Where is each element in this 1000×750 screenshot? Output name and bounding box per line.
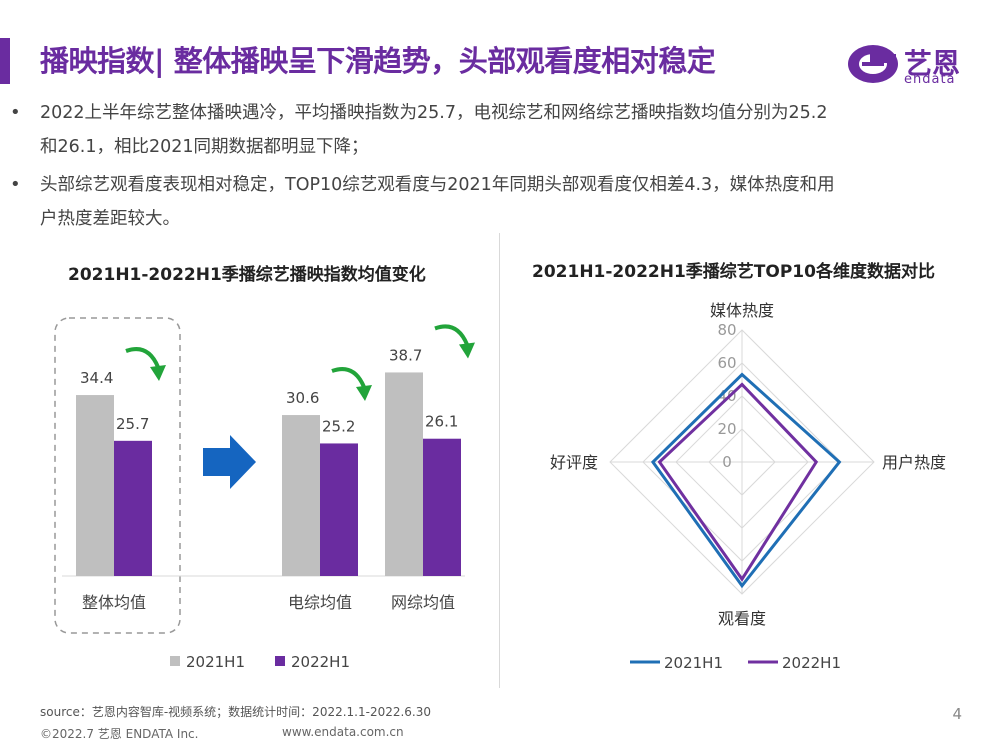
- category-tick-label: 网综均值: [391, 593, 455, 612]
- bar-2022H1-网综均值: [423, 438, 461, 576]
- chart-divider: [499, 233, 500, 688]
- green-down-arrow-icon: [331, 367, 372, 402]
- category-tick-label: 整体均值: [82, 593, 146, 612]
- bullet-1-line-2: 和26.1，相比2021同期数据都明显下降；: [40, 137, 369, 157]
- legend-label: 2022H1: [291, 653, 350, 671]
- source-note: source：艺恩内容智库-视频系统；数据统计时间：2022.1.1-2022.…: [40, 705, 432, 719]
- radar-tick-label: 40: [717, 387, 736, 405]
- blue-right-arrow-icon: [203, 435, 256, 489]
- bar-data-label: 25.7: [116, 415, 149, 433]
- legend-swatch: [170, 656, 180, 666]
- bar-data-label: 25.2: [322, 417, 355, 435]
- bullet-1-line-1: 2022上半年综艺整体播映遇冷，平均播映指数为25.7，电视综艺和网络综艺播映指…: [40, 103, 828, 123]
- bar-2021H1-电综均值: [282, 415, 320, 576]
- radar-axis-label: 观看度: [718, 609, 766, 628]
- radar-tick-label: 60: [717, 354, 736, 372]
- bar-2021H1-整体均值: [76, 395, 114, 576]
- bar-chart: 34.4 25.7 整体均值 30.625.2 电综均值 38.7 26.1 网综均值 2021…: [54, 317, 475, 671]
- logo-subtext: endata: [904, 72, 956, 87]
- title-accent-bar: [0, 38, 10, 84]
- bullet-2-line-1: 头部综艺观看度表现相对稳定，TOP10综艺观看度与2021年同期头部观看度仅相差…: [40, 175, 835, 195]
- radar-axis-label: 媒体热度: [710, 301, 774, 320]
- radar-series-2021H1: [650, 372, 842, 589]
- highlight-dashed-box: [54, 317, 181, 634]
- bullet-marker: •: [10, 102, 21, 123]
- radar-axis-label: 好评度: [550, 453, 598, 472]
- bar-data-label: 30.6: [286, 389, 319, 407]
- bar-2022H1-整体均值: [114, 440, 152, 576]
- legend-swatch: [275, 656, 285, 666]
- category-tick-label: 电综均值: [288, 593, 352, 612]
- green-down-arrow-icon: [434, 324, 475, 359]
- bar-2021H1-网综均值: [385, 372, 423, 576]
- bar-chart-title: 2021H1-2022H1季播综艺播映指数均值变化: [68, 265, 426, 285]
- radar-axis-label: 用户热度: [882, 453, 946, 472]
- legend-label: 2022H1: [782, 654, 841, 672]
- page-number: 4: [952, 705, 962, 723]
- green-down-arrow-icon: [125, 347, 166, 382]
- bar-data-label: 38.7: [389, 346, 422, 364]
- legend-label: 2021H1: [664, 654, 723, 672]
- logo-text: 艺恩: [904, 47, 961, 80]
- legend-label: 2021H1: [186, 653, 245, 671]
- copyright: ©2022.7 艺恩 ENDATA Inc.: [40, 727, 199, 741]
- radar-tick-label: 20: [717, 420, 736, 438]
- bullet-marker: •: [10, 174, 21, 195]
- page-title: 播映指数| 整体播映呈下滑趋势，头部观看度相对稳定: [40, 44, 716, 78]
- radar-chart-title: 2021H1-2022H1季播综艺TOP10各维度数据对比: [532, 262, 935, 282]
- bar-data-label: 26.1: [425, 413, 458, 431]
- endata-logo: 艺恩 endata: [846, 40, 976, 88]
- bar-2022H1-电综均值: [320, 443, 358, 576]
- website-link[interactable]: www.endata.com.cn: [282, 725, 404, 739]
- radar-tick-label: 0: [722, 453, 732, 471]
- bullet-2-line-2: 户热度差距较大。: [40, 209, 180, 229]
- bar-data-label: 34.4: [80, 369, 113, 387]
- logo-icon: [848, 45, 898, 83]
- radar-tick-label: 80: [717, 321, 736, 339]
- radar-series-2022H1: [657, 382, 819, 582]
